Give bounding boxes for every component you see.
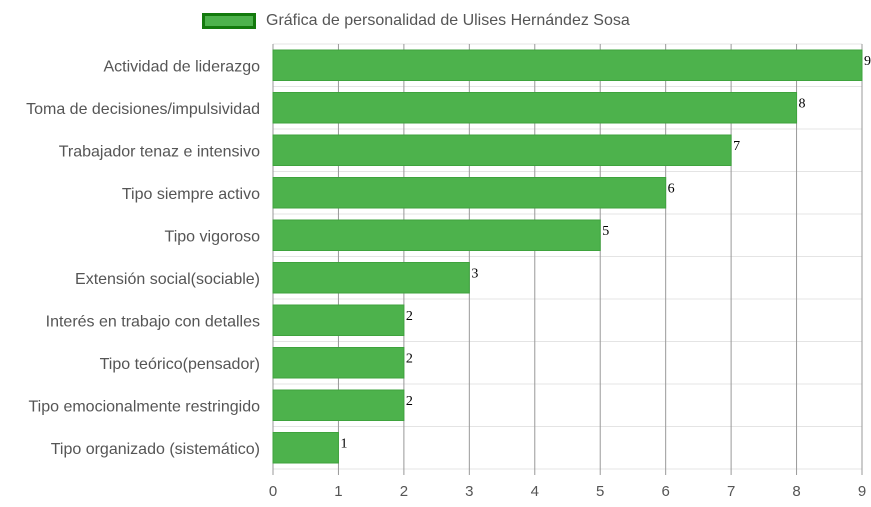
category-label: Tipo teórico(pensador): [100, 356, 260, 373]
category-label: Tipo emocionalmente restringido: [28, 398, 260, 415]
data-label: 2: [406, 394, 413, 409]
x-tick-label: 3: [465, 483, 473, 500]
legend: Gráfica de personalidad de Ulises Hernán…: [202, 10, 630, 32]
category-label: Extensión social(sociable): [75, 271, 260, 288]
data-label: 6: [668, 182, 675, 197]
category-label: Interés en trabajo con detalles: [46, 313, 260, 330]
data-label: 9: [864, 54, 871, 69]
data-label: 2: [406, 309, 413, 324]
bar: [272, 219, 601, 251]
category-label: Tipo vigoroso: [165, 228, 261, 245]
x-tick-label: 8: [792, 483, 800, 500]
data-label: 7: [733, 139, 740, 154]
bar: [272, 347, 405, 379]
x-tick-label: 9: [858, 483, 866, 500]
bar: [272, 432, 339, 464]
data-label: 3: [471, 267, 478, 282]
legend-label: Gráfica de personalidad de Ulises Hernán…: [266, 12, 630, 29]
data-label: 2: [406, 352, 413, 367]
category-label: Tipo siempre activo: [122, 186, 260, 203]
x-tick-label: 7: [727, 483, 735, 500]
x-tick-label: 0: [269, 483, 277, 500]
bar: [272, 134, 732, 166]
x-tick-label: 6: [661, 483, 669, 500]
x-tick-label: 1: [334, 483, 342, 500]
bar: [272, 304, 405, 336]
legend-swatch: [202, 13, 256, 29]
x-tick-label: 2: [400, 483, 408, 500]
category-label: Tipo organizado (sistemático): [51, 441, 260, 458]
bar: [272, 262, 470, 294]
category-label: Actividad de liderazgo: [103, 58, 260, 75]
data-label: 5: [602, 224, 609, 239]
bar: [272, 49, 863, 81]
bar: [272, 177, 667, 209]
data-label: 1: [340, 437, 347, 452]
bar: [272, 92, 798, 124]
x-tick-label: 4: [531, 483, 539, 500]
bar: [272, 389, 405, 421]
category-label: Trabajador tenaz e intensivo: [59, 143, 260, 160]
data-label: 8: [799, 97, 806, 112]
category-label: Toma de decisiones/impulsividad: [26, 101, 260, 118]
x-tick-label: 5: [596, 483, 604, 500]
